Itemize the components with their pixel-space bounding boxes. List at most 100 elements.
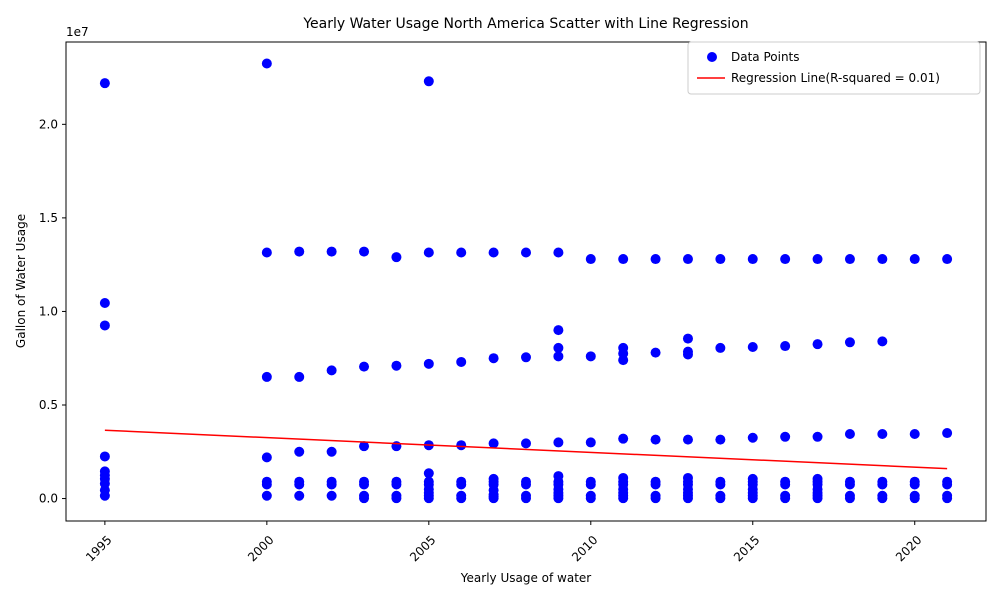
data-point bbox=[326, 446, 337, 457]
data-point bbox=[521, 352, 531, 363]
data-point bbox=[942, 479, 953, 490]
data-point bbox=[456, 356, 467, 367]
data-point bbox=[747, 432, 758, 443]
data-point bbox=[715, 434, 726, 445]
data-point bbox=[650, 434, 661, 445]
data-point bbox=[682, 349, 693, 360]
data-point bbox=[391, 360, 402, 371]
data-point bbox=[456, 440, 467, 451]
legend-marker-data-points bbox=[707, 52, 717, 62]
data-point bbox=[423, 358, 434, 369]
data-point bbox=[650, 254, 661, 265]
legend-box bbox=[687, 41, 981, 95]
data-point bbox=[326, 365, 337, 376]
data-point bbox=[99, 490, 110, 501]
data-point bbox=[326, 246, 337, 257]
data-point bbox=[715, 479, 726, 490]
data-point bbox=[618, 254, 629, 265]
data-point bbox=[715, 493, 726, 504]
data-point bbox=[618, 355, 629, 366]
data-point bbox=[780, 493, 791, 504]
data-point bbox=[488, 353, 499, 364]
data-point bbox=[909, 428, 920, 439]
data-point bbox=[942, 428, 953, 439]
legend: Data Points Regression Line(R-squared = … bbox=[687, 41, 981, 95]
data-point bbox=[359, 361, 370, 372]
axes-frame bbox=[65, 41, 987, 522]
y-axis-label: Gallon of Water Usage bbox=[14, 214, 28, 348]
data-point bbox=[488, 247, 499, 258]
data-point bbox=[585, 479, 596, 490]
data-point bbox=[877, 254, 888, 265]
data-point bbox=[812, 254, 823, 265]
data-point bbox=[99, 320, 110, 331]
data-point bbox=[423, 493, 434, 504]
data-point bbox=[942, 254, 953, 265]
data-point bbox=[261, 371, 272, 382]
data-point bbox=[359, 246, 370, 257]
data-point bbox=[553, 325, 564, 336]
data-point bbox=[488, 438, 499, 449]
data-point bbox=[553, 493, 564, 504]
data-point bbox=[780, 254, 791, 265]
data-point bbox=[747, 493, 758, 504]
data-point bbox=[618, 493, 629, 504]
data-point bbox=[99, 298, 110, 309]
data-point bbox=[650, 479, 661, 490]
data-point bbox=[456, 493, 467, 504]
data-point bbox=[456, 247, 467, 258]
y-tick-label: 0.5 bbox=[39, 398, 58, 412]
data-point bbox=[650, 347, 661, 358]
data-point bbox=[326, 479, 337, 490]
data-point bbox=[99, 78, 110, 89]
data-point bbox=[812, 339, 823, 350]
data-point bbox=[521, 493, 531, 504]
data-point bbox=[909, 479, 920, 490]
data-point bbox=[423, 76, 434, 87]
data-point bbox=[585, 351, 596, 362]
data-point bbox=[391, 252, 402, 263]
y-tick-label: 1.5 bbox=[39, 211, 58, 225]
data-point bbox=[877, 336, 888, 347]
data-point bbox=[553, 351, 564, 362]
data-point bbox=[844, 337, 855, 348]
y-tick-label: 0.0 bbox=[39, 492, 58, 506]
data-point bbox=[844, 493, 855, 504]
data-point bbox=[261, 58, 272, 69]
data-point bbox=[521, 247, 531, 258]
data-point bbox=[294, 490, 305, 501]
data-point bbox=[391, 479, 402, 490]
data-point bbox=[682, 493, 693, 504]
data-point bbox=[877, 493, 888, 504]
y-tick-label: 1.0 bbox=[39, 304, 58, 318]
data-point bbox=[909, 493, 920, 504]
data-point bbox=[942, 493, 953, 504]
data-point bbox=[294, 371, 305, 382]
data-point bbox=[682, 434, 693, 445]
data-point bbox=[391, 493, 402, 504]
data-point bbox=[650, 493, 661, 504]
y-tick-label: 2.0 bbox=[39, 117, 58, 131]
data-point bbox=[359, 493, 370, 504]
data-point bbox=[294, 479, 305, 490]
data-point bbox=[553, 437, 564, 448]
data-point bbox=[326, 490, 337, 501]
legend-label-regression-line: Regression Line(R-squared = 0.01) bbox=[731, 71, 940, 85]
data-point bbox=[812, 493, 823, 504]
regression-line bbox=[104, 429, 948, 470]
data-point bbox=[456, 479, 467, 490]
data-point bbox=[844, 428, 855, 439]
data-point bbox=[585, 254, 596, 265]
data-point bbox=[844, 254, 855, 265]
data-point bbox=[715, 342, 726, 353]
data-point bbox=[423, 468, 434, 479]
data-point bbox=[715, 254, 726, 265]
data-point bbox=[261, 452, 272, 463]
data-point bbox=[488, 493, 499, 504]
data-point bbox=[812, 431, 823, 442]
data-point bbox=[780, 431, 791, 442]
data-point bbox=[294, 446, 305, 457]
data-point bbox=[877, 428, 888, 439]
data-point bbox=[261, 490, 272, 501]
